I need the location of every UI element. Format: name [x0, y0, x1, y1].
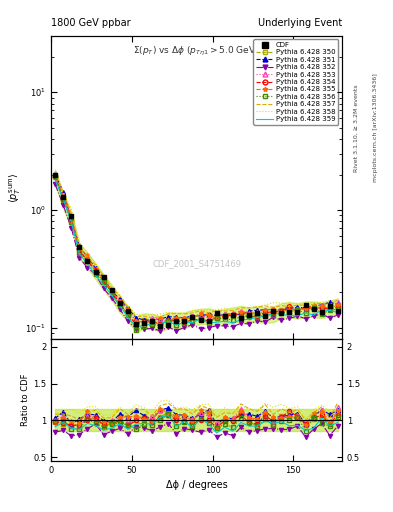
CDF	[101, 274, 106, 281]
CDF	[239, 315, 243, 321]
Text: 1800 GeV ppbar: 1800 GeV ppbar	[51, 18, 131, 28]
CDF	[166, 322, 171, 328]
CDF	[287, 309, 292, 315]
CDF	[206, 317, 211, 324]
CDF	[141, 320, 146, 326]
CDF	[134, 321, 138, 327]
Text: $\Sigma(p_T)$ vs $\Delta\phi$ ($p_{T\eta 1} > 5.0$ GeV): $\Sigma(p_T)$ vs $\Delta\phi$ ($p_{T\eta…	[133, 45, 260, 58]
CDF	[311, 306, 316, 312]
CDF	[295, 309, 300, 315]
CDF	[327, 303, 332, 309]
CDF	[53, 172, 57, 178]
CDF	[77, 244, 82, 250]
CDF	[214, 310, 219, 316]
Line: CDF: CDF	[53, 173, 340, 328]
CDF	[158, 323, 163, 329]
Text: mcplots.cern.ch [arXiv:1306.3436]: mcplots.cern.ch [arXiv:1306.3436]	[373, 74, 378, 182]
CDF	[255, 310, 259, 316]
CDF	[125, 308, 130, 314]
Text: Underlying Event: Underlying Event	[258, 18, 342, 28]
X-axis label: Δϕ / degrees: Δϕ / degrees	[165, 480, 228, 490]
CDF	[118, 300, 122, 306]
CDF	[109, 287, 114, 293]
CDF	[231, 312, 235, 318]
CDF	[320, 309, 324, 315]
CDF	[222, 313, 227, 319]
CDF	[247, 312, 252, 318]
CDF	[174, 318, 179, 324]
CDF	[271, 308, 275, 314]
CDF	[303, 302, 308, 308]
Legend: CDF, Pythia 6.428 350, Pythia 6.428 351, Pythia 6.428 352, Pythia 6.428 353, Pyt: CDF, Pythia 6.428 350, Pythia 6.428 351,…	[253, 39, 338, 125]
CDF	[198, 317, 203, 323]
Y-axis label: $\langle p_T^{\rm sum} \rangle$: $\langle p_T^{\rm sum} \rangle$	[7, 173, 23, 203]
CDF	[61, 195, 66, 201]
CDF	[150, 317, 154, 324]
CDF	[69, 213, 73, 219]
Text: CDF_2001_S4751469: CDF_2001_S4751469	[152, 259, 241, 268]
Text: Rivet 3.1.10, ≥ 3.2M events: Rivet 3.1.10, ≥ 3.2M events	[354, 84, 359, 172]
CDF	[182, 318, 187, 325]
CDF	[85, 259, 90, 265]
CDF	[263, 313, 268, 319]
CDF	[190, 314, 195, 321]
CDF	[279, 310, 284, 316]
Y-axis label: Ratio to CDF: Ratio to CDF	[21, 374, 30, 426]
CDF	[93, 269, 98, 275]
CDF	[336, 308, 340, 314]
